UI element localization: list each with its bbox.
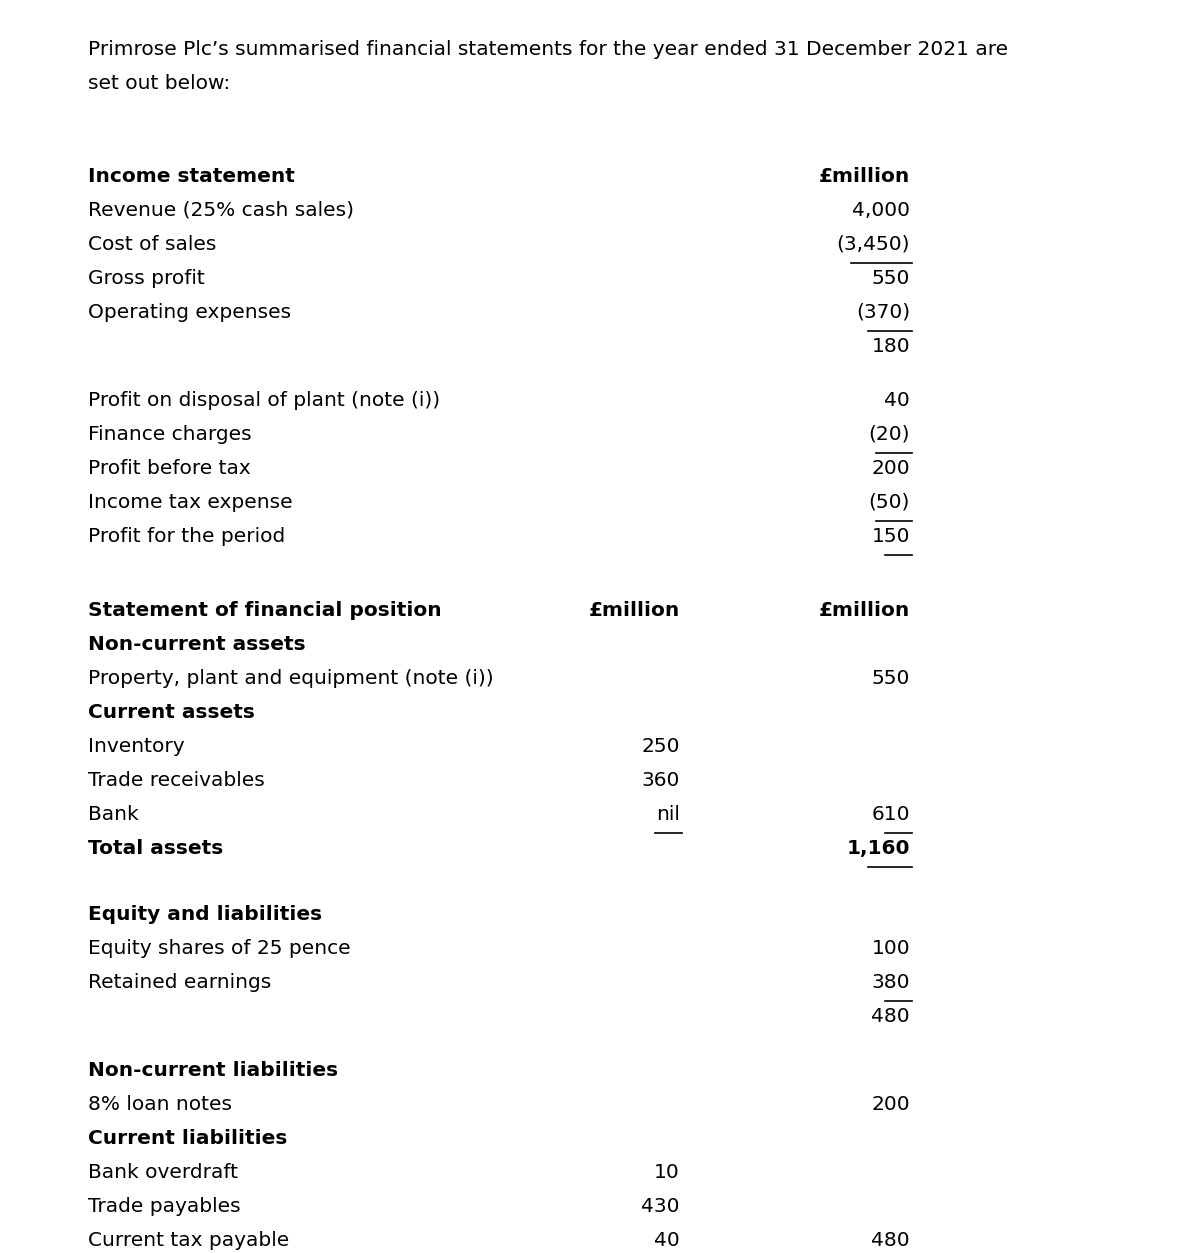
Text: (20): (20) [869,425,910,444]
Text: Equity and liabilities: Equity and liabilities [88,905,322,923]
Text: set out below:: set out below: [88,74,230,93]
Text: Bank overdraft: Bank overdraft [88,1163,238,1182]
Text: 40: 40 [654,1230,680,1250]
Text: Finance charges: Finance charges [88,425,252,444]
Text: Revenue (25% cash sales): Revenue (25% cash sales) [88,200,354,221]
Text: Bank: Bank [88,804,139,824]
Text: 200: 200 [871,1095,910,1114]
Text: (3,450): (3,450) [836,236,910,254]
Text: Profit for the period: Profit for the period [88,528,286,546]
Text: 100: 100 [871,938,910,959]
Text: (370): (370) [856,303,910,322]
Text: Current tax payable: Current tax payable [88,1230,289,1250]
Text: 380: 380 [871,974,910,992]
Text: £million: £million [818,167,910,185]
Text: Statement of financial position: Statement of financial position [88,601,442,620]
Text: Inventory: Inventory [88,737,185,756]
Text: Non-current assets: Non-current assets [88,635,306,654]
Text: 4,000: 4,000 [852,200,910,221]
Text: 430: 430 [642,1197,680,1215]
Text: 200: 200 [871,459,910,477]
Text: 610: 610 [871,804,910,824]
Text: Cost of sales: Cost of sales [88,236,216,254]
Text: £million: £million [589,601,680,620]
Text: 150: 150 [871,528,910,546]
Text: Non-current liabilities: Non-current liabilities [88,1061,338,1080]
Text: £million: £million [818,601,910,620]
Text: Operating expenses: Operating expenses [88,303,292,322]
Text: Gross profit: Gross profit [88,269,205,288]
Text: 10: 10 [654,1163,680,1182]
Text: Current assets: Current assets [88,703,254,722]
Text: Income tax expense: Income tax expense [88,492,293,512]
Text: Profit before tax: Profit before tax [88,459,251,477]
Text: 480: 480 [871,1007,910,1026]
Text: Income statement: Income statement [88,167,295,185]
Text: 360: 360 [642,771,680,789]
Text: Current liabilities: Current liabilities [88,1129,287,1148]
Text: Total assets: Total assets [88,840,223,858]
Text: 1,160: 1,160 [846,840,910,858]
Text: 550: 550 [871,669,910,688]
Text: 480: 480 [871,1230,910,1250]
Text: 550: 550 [871,269,910,288]
Text: Profit on disposal of plant (note (i)): Profit on disposal of plant (note (i)) [88,391,440,410]
Text: Primrose Plc’s summarised financial statements for the year ended 31 December 20: Primrose Plc’s summarised financial stat… [88,40,1008,59]
Text: (50): (50) [869,492,910,512]
Text: 180: 180 [871,337,910,356]
Text: Equity shares of 25 pence: Equity shares of 25 pence [88,938,350,959]
Text: nil: nil [656,804,680,824]
Text: 8% loan notes: 8% loan notes [88,1095,232,1114]
Text: Property, plant and equipment (note (i)): Property, plant and equipment (note (i)) [88,669,493,688]
Text: Trade receivables: Trade receivables [88,771,265,789]
Text: 40: 40 [884,391,910,410]
Text: Retained earnings: Retained earnings [88,974,271,992]
Text: 250: 250 [642,737,680,756]
Text: Trade payables: Trade payables [88,1197,241,1215]
